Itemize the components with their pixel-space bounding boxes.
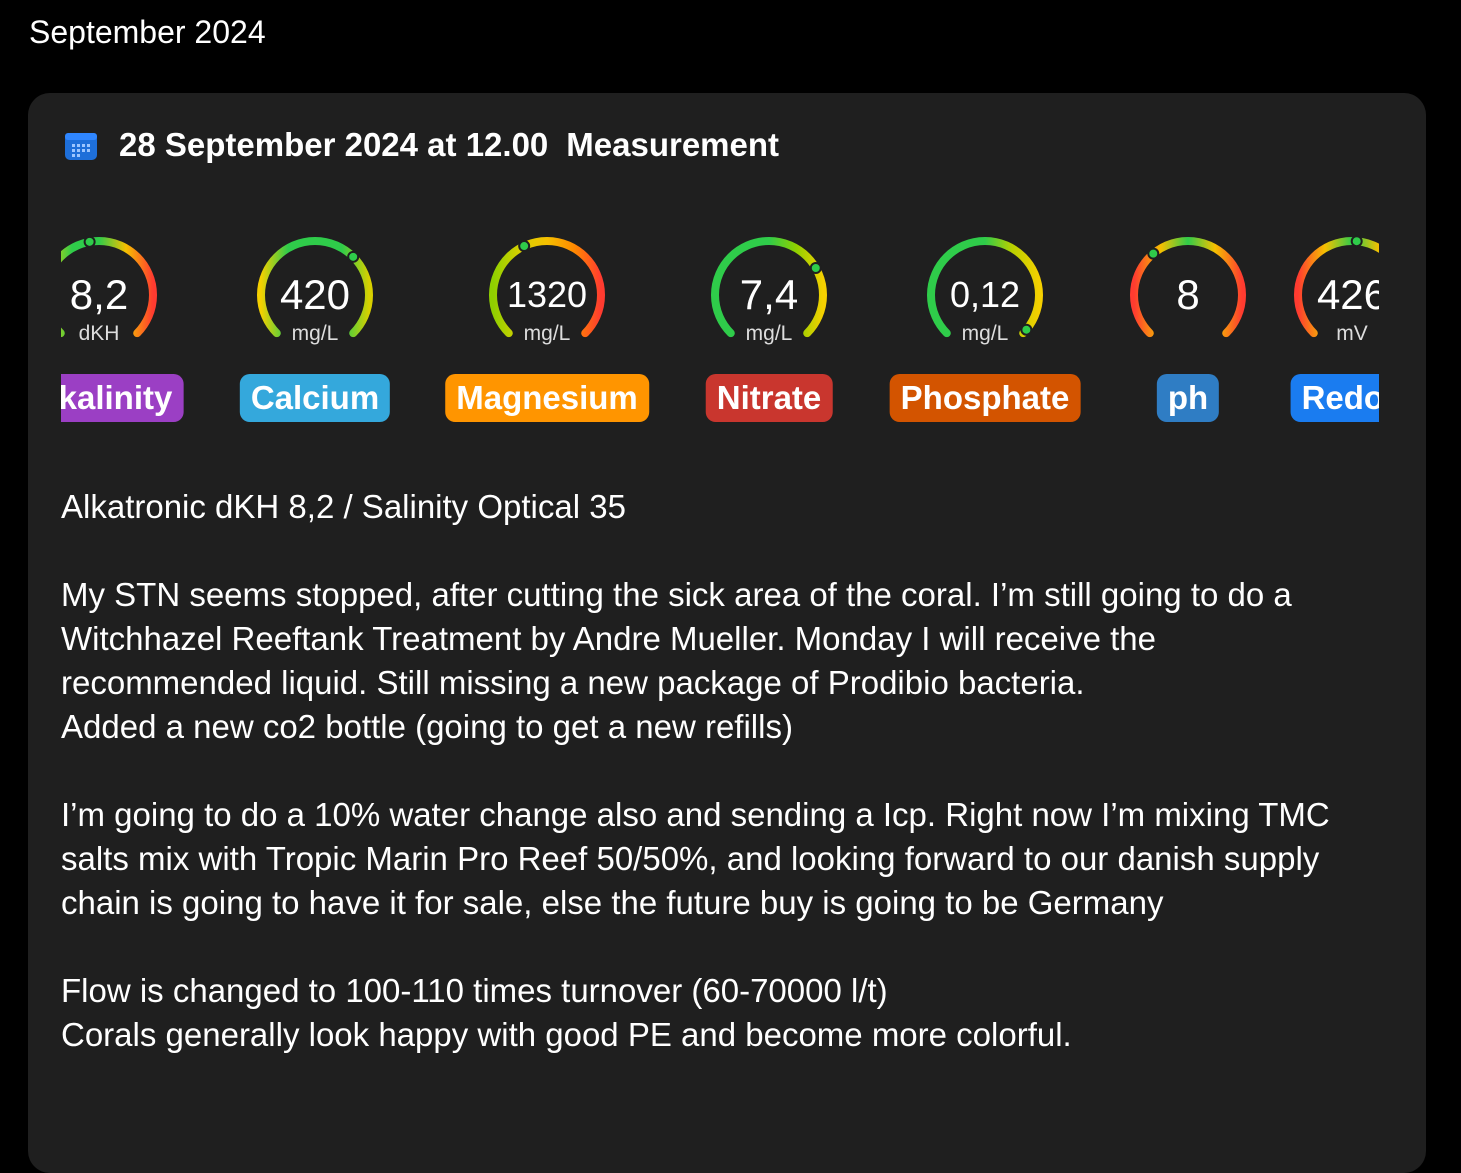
gauge: 8,2 dKH	[61, 225, 169, 365]
gauge: 0,12 mg/L	[915, 225, 1055, 365]
calendar-icon	[65, 133, 97, 160]
gauge-value: 0,12	[949, 274, 1021, 315]
gauge-arc	[1294, 235, 1379, 338]
gauge: 420 mg/L	[245, 225, 385, 365]
gauge-dot	[1350, 235, 1363, 248]
gauge-dot	[83, 235, 96, 248]
gauge-unit: dKH	[78, 322, 120, 345]
note-line: Witchhazel Reeftank Treatment by Andre M…	[61, 620, 1157, 657]
note-line: I’m going to do a 10% water change also …	[61, 796, 1330, 833]
gauge-dot	[809, 262, 822, 274]
arc	[489, 237, 605, 338]
gauge-arc	[489, 237, 605, 338]
gauge: 426 mV	[1282, 225, 1379, 365]
note-line: recommended liquid. Still missing a new …	[61, 664, 1085, 701]
note-line: salts mix with Tropic Marin Pro Reef 50/…	[61, 840, 1320, 877]
note-paragraph: Alkatronic dKH 8,2 / Salinity Optical 35	[61, 485, 1330, 529]
note-paragraph: I’m going to do a 10% water change also …	[61, 793, 1330, 925]
gauge-strip[interactable]: 8,2 dKH Alkalinity 420 mg/L Calcium 1320 mg/L Ma…	[61, 225, 1379, 435]
note-line: Added a new co2 bottle (going to get a n…	[61, 708, 793, 745]
arc	[257, 237, 373, 338]
entry-datetime: 28 September 2024 at 12.00	[119, 126, 549, 163]
parameter-tag: Magnesium	[445, 374, 649, 422]
gauge-value: 7,4	[739, 271, 799, 318]
gauge: 1320 mg/L	[477, 225, 617, 365]
note-line: chain is going to have it for sale, else…	[61, 884, 1164, 921]
parameter-tag: ph	[1156, 374, 1220, 422]
note-line: Flow is changed to 100-110 times turnove…	[61, 972, 888, 1009]
gauge-value: 8	[1176, 271, 1200, 318]
gauge-dot	[347, 250, 360, 263]
arc	[927, 237, 1043, 338]
entry-title: 28 September 2024 at 12.00 Measurement	[119, 124, 779, 166]
gauge-unit: mg/L	[745, 322, 793, 345]
entry-card[interactable]	[28, 93, 1426, 1173]
gauge-dot	[518, 240, 531, 253]
gauge-unit: mV	[1336, 322, 1368, 345]
notes: Alkatronic dKH 8,2 / Salinity Optical 35…	[61, 485, 1330, 1101]
gauge-value: 1320	[506, 274, 588, 315]
gauge-arc	[61, 235, 157, 338]
gauge-unit: mg/L	[523, 322, 571, 345]
note-paragraph: Flow is changed to 100-110 times turnove…	[61, 969, 1330, 1057]
parameter-tag: Nitrate	[705, 374, 833, 422]
gauge-arc	[1130, 237, 1246, 338]
gauge-arc	[257, 237, 373, 338]
note-line: My STN seems stopped, after cutting the …	[61, 576, 1292, 613]
gauge-unit: mg/L	[291, 322, 339, 345]
note-paragraph: My STN seems stopped, after cutting the …	[61, 573, 1330, 749]
month-header: September 2024	[29, 14, 266, 50]
gauge: 7,4 mg/L	[699, 225, 839, 365]
gauge-value: 426	[1316, 271, 1379, 318]
parameter-tag: Calcium	[239, 374, 391, 422]
gauge-arc	[711, 237, 827, 338]
arc	[1130, 237, 1246, 338]
gauge-unit: mg/L	[961, 322, 1009, 345]
gauge-dot	[1147, 247, 1160, 260]
gauge-value: 8,2	[69, 271, 129, 318]
parameter-tag: Alkalinity	[61, 374, 184, 422]
entry-kind: Measurement	[566, 126, 780, 163]
note-line: Corals generally look happy with good PE…	[61, 1016, 1072, 1053]
gauge-dot	[1020, 323, 1033, 336]
parameter-tag: Redox	[1290, 374, 1379, 422]
note-line: Alkatronic dKH 8,2 / Salinity Optical 35	[61, 488, 626, 525]
parameter-tag: Phosphate	[889, 374, 1081, 422]
gauge-value: 420	[279, 271, 351, 318]
gauge-arc	[927, 237, 1043, 338]
gauge: 8	[1118, 225, 1258, 365]
arc	[711, 237, 827, 338]
arc	[61, 237, 157, 338]
